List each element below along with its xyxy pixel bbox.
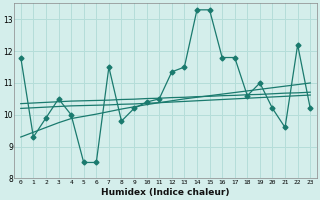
X-axis label: Humidex (Indice chaleur): Humidex (Indice chaleur): [101, 188, 230, 197]
